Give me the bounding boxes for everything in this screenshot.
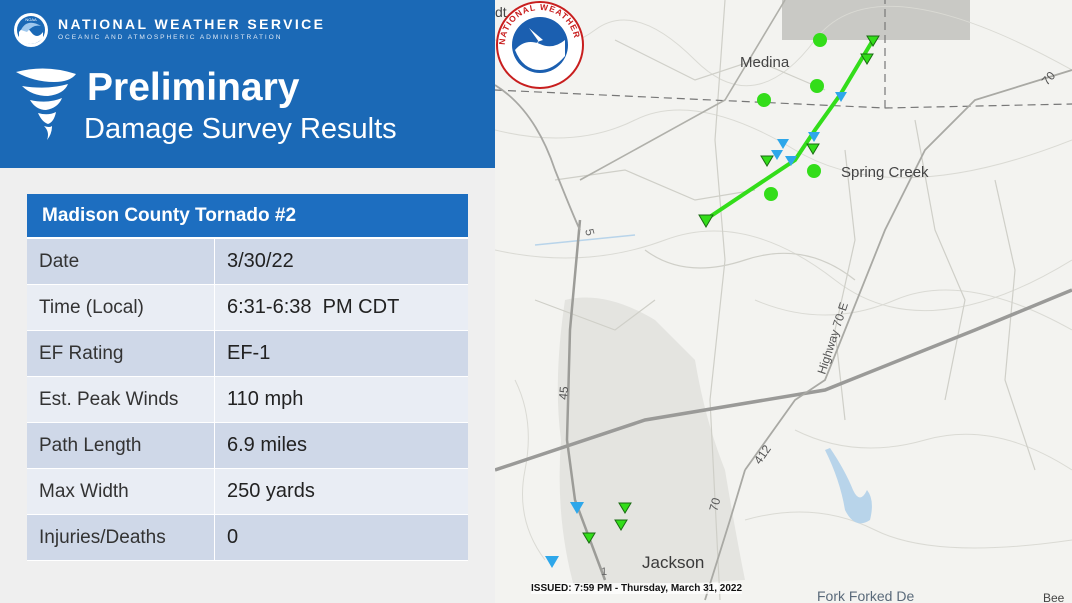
row-value: 0 [227, 526, 239, 548]
table-row-max-width: Max Width 250 yards [27, 469, 468, 515]
place-label-partial-right: Bee [1043, 591, 1065, 603]
table-row-path-length: Path Length 6.9 miles [27, 423, 468, 469]
survey-panel: NOAA NATIONAL WEATHER SERVICE OCEANIC AN… [0, 0, 495, 603]
table-row-date: Date 3/30/22 [27, 239, 468, 285]
row-label: Time (Local) [27, 285, 215, 330]
road-label-45: 45 [556, 385, 571, 400]
table-row-injuries: Injuries/Deaths 0 [27, 515, 468, 561]
row-value: 250 yards [227, 480, 315, 502]
page-title: Preliminary [87, 66, 300, 109]
row-label: Date [27, 239, 215, 284]
row-value: 6.9 miles [227, 434, 308, 456]
agency-name: NATIONAL WEATHER SERVICE [58, 16, 326, 32]
row-value: 110 mph [227, 388, 304, 410]
header-banner: NOAA NATIONAL WEATHER SERVICE OCEANIC AN… [0, 0, 495, 168]
row-value: 6:31-6:38 PM CDT [227, 296, 400, 318]
row-label: Max Width [27, 469, 215, 514]
noaa-logo-icon: NOAA [14, 13, 48, 47]
road-label-1: 1 [601, 566, 607, 578]
table-row-ef-rating: EF Rating EF-1 [27, 331, 468, 377]
row-value: EF-1 [227, 342, 271, 364]
place-label-fork: Fork Forked De [817, 588, 915, 603]
row-value: 3/30/22 [227, 250, 294, 272]
place-label-spring-creek: Spring Creek [841, 164, 929, 181]
nws-seal-icon: NATIONAL WEATHER SERVICE [495, 0, 584, 89]
damage-map[interactable]: 5 45 1 70 412 Highway 70-E 70 dt Medina … [495, 0, 1072, 603]
place-label-jackson: Jackson [642, 553, 705, 572]
row-label: Path Length [27, 423, 215, 468]
table-heading: Madison County Tornado #2 [27, 194, 468, 239]
row-label: Injuries/Deaths [27, 515, 215, 560]
road-label-70-s: 70 [706, 496, 723, 513]
road-label-5: 5 [582, 227, 597, 237]
row-label: Est. Peak Winds [27, 377, 215, 422]
issued-timestamp: ISSUED: 7:59 PM - Thursday, March 31, 20… [531, 583, 743, 594]
tornado-icon [16, 68, 76, 140]
row-label: EF Rating [27, 331, 215, 376]
page-subtitle: Damage Survey Results [84, 113, 397, 145]
place-label-partial-top: dt [495, 4, 507, 20]
place-label-medina: Medina [740, 54, 790, 71]
agency-subtitle: OCEANIC AND ATMOSPHERIC ADMINISTRATION [58, 34, 283, 41]
table-row-time: Time (Local) 6:31-6:38 PM CDT [27, 285, 468, 331]
survey-table: Madison County Tornado #2 Date 3/30/22 T… [27, 194, 468, 561]
table-row-peak-winds: Est. Peak Winds 110 mph [27, 377, 468, 423]
map-canvas: 5 45 1 70 412 Highway 70-E 70 [495, 0, 1072, 603]
noaa-logo-text: NOAA [25, 17, 37, 22]
